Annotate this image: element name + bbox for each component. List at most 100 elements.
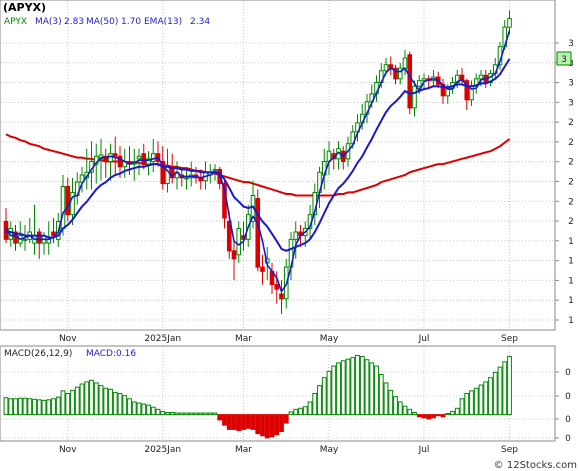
macd-bar-positive (22, 397, 28, 416)
macd-bar-positive (331, 365, 337, 416)
macd-bar-negative (222, 414, 227, 426)
candle (146, 151, 151, 176)
price-frame (0, 0, 556, 331)
macd-bar-positive (502, 361, 508, 416)
macd-bar-negative (226, 414, 232, 430)
macd-bar-positive (79, 383, 85, 416)
macd-bar-negative (421, 414, 427, 419)
legend-ma3-label: MA(3) (35, 17, 62, 27)
candle-body-up (383, 64, 389, 72)
macd-bar-positive (84, 381, 90, 416)
candle-body-down (36, 231, 42, 244)
price-y-tick-label: 2 (568, 138, 574, 148)
macd-bar-positive (160, 410, 166, 416)
macd-bar-positive (198, 412, 204, 416)
candle-body-up (60, 185, 66, 229)
macd-value-label: MACD:0.16 (86, 349, 136, 359)
macd-x-axis: Nov 2025Jan Mar May Jul Sep (59, 445, 518, 455)
macd-y-tick-label: 0 (565, 392, 571, 402)
macd-bar-positive (464, 393, 470, 416)
candle-body-down (65, 185, 71, 216)
macd-bar-positive (473, 387, 479, 416)
macd-x-tick-label: Jul (418, 445, 430, 455)
macd-y-axis: 0 0 0 0 (555, 368, 571, 444)
candle-body-down (464, 80, 470, 101)
macd-bar-positive (355, 355, 360, 416)
candle-body-down (141, 153, 147, 165)
candle (112, 136, 118, 176)
ma3-line (5, 30, 511, 293)
candle (79, 166, 85, 193)
candle-body-up (108, 153, 113, 162)
macd-bar-positive (98, 385, 104, 416)
candle-body-up (478, 74, 484, 80)
macd-bar-negative (440, 414, 446, 418)
price-y-tick-label: 3 (568, 98, 574, 108)
macd-bar-positive (492, 371, 498, 416)
macd-bar-positive (350, 357, 356, 416)
macd-bar-positive (454, 407, 460, 416)
macd-bar-positive (184, 412, 189, 416)
macd-bar-positive (103, 387, 109, 416)
watermark: © 12Stocks.com (494, 460, 577, 471)
macd-bar-positive (150, 406, 156, 416)
macd-bar-positive (402, 405, 408, 416)
macd-bar-positive (203, 412, 208, 416)
macd-bar-positive (65, 393, 71, 416)
macd-bar-positive (188, 412, 194, 416)
macd-bar-positive (41, 399, 47, 416)
macd-bar-negative (241, 414, 246, 430)
macd-bar-negative (264, 414, 270, 439)
macd-bar-positive (127, 398, 132, 416)
candle-body-down (117, 155, 123, 168)
macd-x-tick-label: Mar (235, 445, 252, 455)
legend-ema13-value: 2.34 (190, 17, 210, 27)
macd-bar-positive (507, 356, 512, 416)
macd-bar-positive (3, 397, 9, 416)
candle (397, 63, 403, 85)
macd-bar-positive (393, 396, 398, 416)
macd-bar-positive (141, 403, 147, 416)
macd-label: MACD(26,12,9) (4, 349, 72, 359)
price-y-tick-label: 2 (568, 197, 574, 207)
candle (65, 177, 71, 222)
macd-bar-positive (383, 382, 389, 416)
macd-bar-positive (374, 365, 379, 416)
macd-x-tick-label: May (320, 445, 339, 455)
ma50-polyline (5, 133, 511, 197)
macd-bar-positive (340, 360, 346, 416)
candle (141, 143, 147, 170)
legend-ma50-label: MA(50) (86, 17, 118, 27)
macd-bar-positive (450, 410, 455, 416)
macd-x-tick-label: Nov (59, 445, 77, 455)
macd-bar-negative (283, 414, 289, 424)
candle-body-down (260, 266, 265, 272)
candle-body-down (160, 160, 166, 185)
candle-body-up (416, 80, 422, 87)
candle-body-up (236, 227, 242, 256)
macd-bar-negative (255, 414, 261, 435)
indicator-legend: APYX MA(3) 2.83 MA(50) 1.70 EMA(13) 2.34 (4, 17, 210, 27)
price-x-axis: Nov 2025Jan Mar May Jul Sep (59, 334, 518, 344)
candle (160, 146, 166, 190)
macd-bar-positive (388, 389, 394, 416)
macd-bar-positive (55, 396, 61, 416)
price-y-tick-label: 1 (568, 237, 574, 247)
price-y-tick-label: 1 (568, 276, 574, 286)
ema13-polyline (6, 58, 511, 252)
candle-body-down (103, 155, 109, 162)
price-y-tick-label: 1 (568, 257, 574, 267)
price-x-tick-label: Nov (59, 334, 77, 344)
macd-bar-positive (397, 401, 403, 416)
macd-bar-positive (27, 398, 33, 416)
candle-body-up (397, 67, 403, 80)
macd-bar-positive (326, 370, 332, 416)
legend-ma50-value: 1.70 (121, 17, 141, 27)
legend-ema13-label: EMA(13) (144, 17, 182, 27)
macd-bar-positive (17, 397, 23, 416)
macd-bar-negative (245, 414, 251, 429)
last-price-box (556, 51, 572, 66)
macd-bar-positive (155, 408, 161, 416)
ticker-label: (APYX) (3, 1, 46, 14)
